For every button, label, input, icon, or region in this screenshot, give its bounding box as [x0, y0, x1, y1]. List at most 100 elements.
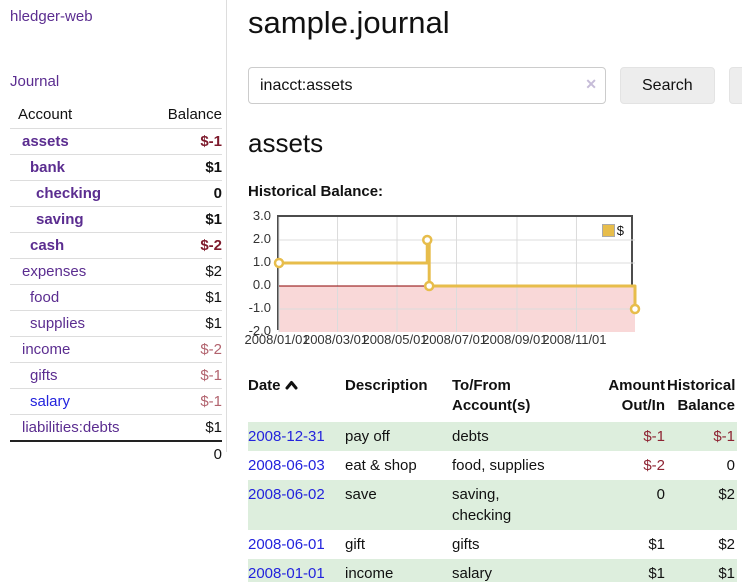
x-axis-tick-label: 2008/03/01	[302, 332, 369, 347]
y-axis-tick-label: 3.0	[252, 208, 271, 223]
account-balance: $2	[145, 258, 222, 285]
account-balance: $1	[145, 154, 222, 181]
chart-legend: $	[601, 223, 624, 238]
transaction-date-link[interactable]: 2008-06-01	[248, 536, 325, 553]
transaction-amount: 0	[656, 486, 665, 503]
x-axis-tick-label: 2008/11/01	[542, 332, 607, 347]
table-row: assets $-1	[10, 128, 222, 155]
sort-ascending-icon	[285, 377, 298, 394]
transaction-accounts: debts	[452, 428, 489, 445]
page-title: sample.journal	[248, 5, 450, 40]
account-balance: $1	[145, 310, 222, 337]
y-axis-tick-label: -2.0	[248, 323, 271, 338]
table-row: 2008-06-01 gift gifts $1 $2	[248, 530, 737, 559]
register-header-amount: Amount Out/In	[608, 377, 665, 414]
transaction-accounts: gifts	[452, 536, 480, 553]
account-balance: $-1	[145, 388, 222, 415]
transaction-description: save	[345, 486, 377, 503]
accounts-header-account: Account	[18, 106, 73, 123]
account-balance: $-2	[145, 232, 222, 259]
account-balance: $-1	[145, 128, 222, 155]
table-row: checking 0	[10, 180, 222, 207]
table-row: gifts $-1	[10, 362, 222, 389]
table-row: supplies $1	[10, 310, 222, 337]
transaction-balance: 0	[726, 457, 735, 474]
account-balance: $1	[145, 284, 222, 311]
y-axis-tick-label: 2.0	[252, 231, 271, 246]
transaction-description: pay off	[345, 428, 390, 445]
x-axis-tick-label: 2008/01/01	[244, 332, 310, 347]
search-input[interactable]	[248, 67, 606, 104]
register-table: Date Description To/From Account(s) Amou…	[248, 374, 737, 582]
table-row: saving $1	[10, 206, 222, 233]
account-balance: $-2	[145, 336, 222, 363]
account-link-gifts[interactable]: gifts	[30, 367, 58, 384]
historical-balance-chart: $ 3.0 2.0 1.0 0.0 -1.0 -2.0 2008/01/01 2008/03/…	[244, 208, 742, 354]
chart-plot-area: $	[273, 215, 641, 332]
x-axis-tick-label: 2008/09/01	[482, 332, 548, 347]
account-balance: 0	[145, 180, 222, 207]
transaction-description: gift	[345, 536, 366, 553]
table-row: food $1	[10, 284, 222, 311]
account-link-bank[interactable]: bank	[30, 159, 66, 176]
account-link-cash[interactable]: cash	[30, 237, 65, 254]
account-link-saving[interactable]: saving	[36, 211, 84, 228]
sidebar-item-journal[interactable]: Journal	[10, 73, 60, 90]
table-row: cash $-2	[10, 232, 222, 259]
account-balance: $1	[145, 206, 222, 233]
transaction-amount: $-1	[643, 428, 665, 445]
legend-label: $	[616, 223, 624, 238]
transaction-date-link[interactable]: 2008-12-31	[248, 428, 325, 445]
transaction-amount: $-2	[643, 457, 665, 474]
table-row: salary $-1	[10, 388, 222, 415]
help-button[interactable]: ?	[728, 67, 742, 104]
transaction-balance: $1	[718, 565, 735, 582]
table-row: 2008-06-02 save saving, checking 0 $2	[248, 480, 737, 530]
account-link-food[interactable]: food	[30, 289, 60, 306]
account-link-assets[interactable]: assets	[22, 133, 69, 150]
account-link-supplies[interactable]: supplies	[30, 315, 86, 332]
y-axis-tick-label: 1.0	[252, 254, 271, 269]
register-header-description: Description	[345, 377, 428, 394]
accounts-total-row: 0	[10, 440, 222, 467]
transaction-accounts: saving, checking	[452, 486, 512, 524]
account-balance: $1	[145, 414, 222, 441]
table-row: expenses $2	[10, 258, 222, 285]
chart-title: Historical Balance:	[248, 183, 384, 200]
main-content: sample.journal ✕ Search ? assets Histori…	[227, 0, 742, 582]
table-row: 2008-01-01 income salary $1 $1	[248, 559, 737, 582]
search-button[interactable]: Search	[620, 67, 715, 104]
register-header-accounts: To/From Account(s)	[452, 377, 531, 414]
transaction-date-link[interactable]: 2008-06-03	[248, 457, 325, 474]
transaction-balance: $2	[718, 486, 735, 503]
account-link-liabilities-debts[interactable]: liabilities:debts	[22, 419, 120, 436]
transaction-date-link[interactable]: 2008-06-02	[248, 486, 325, 503]
account-link-salary[interactable]: salary	[30, 393, 71, 410]
legend-swatch-icon	[601, 224, 615, 237]
transaction-balance: $2	[718, 536, 735, 553]
x-axis-tick-label: 2008/07/01	[421, 332, 488, 347]
brand-link[interactable]: hledger-web	[10, 8, 93, 25]
table-row: 2008-12-31 pay off debts $-1 $-1	[248, 422, 737, 451]
search-form: ✕ Search ?	[248, 67, 742, 104]
accounts-table: Account Balance assets $-1 bank $1 check…	[10, 102, 222, 467]
transaction-description: eat & shop	[345, 457, 417, 474]
account-link-expenses[interactable]: expenses	[22, 263, 87, 280]
transaction-date-link[interactable]: 2008-01-01	[248, 565, 325, 582]
register-header-date[interactable]: Date	[248, 374, 345, 422]
account-balance: $-1	[145, 362, 222, 389]
account-link-income[interactable]: income	[22, 341, 71, 358]
clear-search-icon[interactable]: ✕	[585, 76, 597, 92]
table-row: income $-2	[10, 336, 222, 363]
account-link-checking[interactable]: checking	[36, 185, 102, 202]
table-row: bank $1	[10, 154, 222, 181]
register-header-balance: Historical Balance	[667, 377, 736, 414]
sidebar: hledger-web Journal Account Balance asse…	[0, 0, 227, 467]
account-heading: assets	[248, 128, 324, 158]
transaction-balance: $-1	[713, 428, 735, 445]
x-axis-tick-label: 2008/05/01	[362, 332, 428, 347]
table-row: liabilities:debts $1	[10, 414, 222, 441]
y-axis-tick-label: 0.0	[252, 277, 271, 292]
accounts-header-balance: Balance	[167, 106, 222, 123]
